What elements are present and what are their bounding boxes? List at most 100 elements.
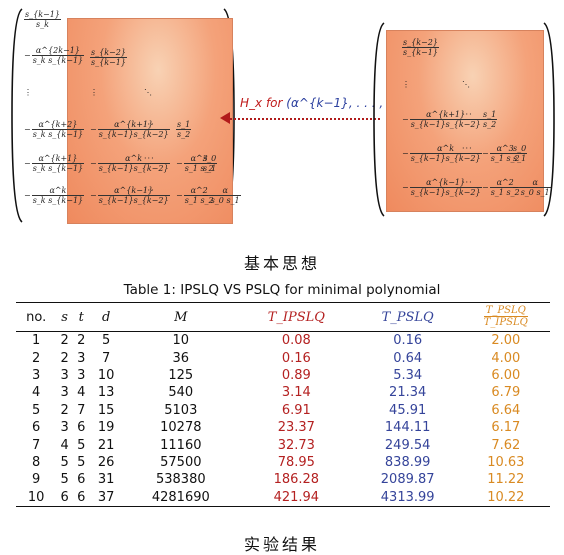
cell-ratio: 6.00 [491, 367, 521, 383]
matrix-entry: ⋮ [402, 80, 411, 89]
cell-t: 6 [77, 489, 86, 505]
numerator: s_0 [202, 154, 218, 164]
header-ratio: T_PSLQ T_IPSLQ [462, 303, 550, 332]
numerator: s_0 [512, 144, 528, 154]
cell-t-pslq: 249.54 [384, 437, 431, 453]
fraction: α s_0 s_1 [519, 178, 551, 197]
minus-sign: − [402, 115, 409, 124]
numerator: α [519, 178, 551, 188]
matrix-entry: s_{k−2} s_{k−1} [402, 38, 439, 57]
cell-t-pslq: 0.16 [393, 333, 423, 349]
denominator: s_k s_{k−1} [32, 196, 84, 205]
fraction: α^{2k−1} s_k s_{k−1} [31, 46, 85, 65]
cell-m: 5103 [164, 402, 198, 418]
denominator: s_1 [513, 154, 527, 163]
matrix-entry: − α^{k+2} s_k s_{k−1} [24, 120, 85, 139]
cell-ratio: 11.22 [487, 472, 525, 488]
denominator: s_k s_{k−1} [32, 56, 84, 65]
matrix-entry: − α^{k+1} s_{k−1}s_{k−2} [402, 110, 482, 129]
numerator: α^{k−1} [409, 178, 482, 188]
matrix-entry: ⋱ [144, 88, 153, 97]
numerator: α^{k+1} [31, 154, 85, 164]
matrix-entry: − α^2 s_1 s_2 [176, 186, 215, 205]
matrix-entry: ··· [144, 120, 155, 129]
minus-sign: − [24, 159, 31, 168]
numerator: α^2 [489, 178, 521, 188]
header-no: no. [26, 309, 47, 325]
matrix-entry: ⋱ [462, 80, 471, 89]
fraction: α^2 s_1 s_2 [183, 186, 215, 205]
cell-t: 5 [77, 454, 86, 470]
denominator: s_{k−1} [91, 58, 126, 67]
denominator: s_{k−1}s_{k−2} [410, 154, 481, 163]
cell-s: 2 [60, 350, 69, 366]
fraction: s_0 s_1 [202, 154, 218, 173]
cell-m: 538380 [155, 472, 206, 488]
cell-s: 3 [60, 385, 69, 401]
cell-no: 9 [32, 472, 41, 488]
matrix-entry: − α^3 s_1 s_2 [482, 144, 521, 163]
cell-no: 8 [32, 454, 41, 470]
cell-d: 37 [97, 489, 115, 505]
denominator: s_{k−1}s_{k−2} [98, 196, 169, 205]
cell-ratio: 10.63 [487, 454, 525, 470]
ellipsis: ⋮ [402, 80, 411, 89]
minus-sign: − [176, 191, 183, 200]
matrix-entry: − α^{k+1} s_k s_{k−1} [24, 154, 85, 173]
fraction: α^k s_{k−1}s_{k−2} [97, 154, 170, 173]
table-row: 2 2 3 7 36 0.16 0.64 4.00 [16, 349, 550, 366]
matrix-entry: − α s_0 s_1 [512, 178, 551, 197]
table-title: Table 1: IPSLQ VS PSLQ for minimal polyn… [123, 282, 441, 298]
fraction: α s_0 s_1 [209, 186, 241, 205]
denominator: s_{k−1}s_{k−2} [410, 188, 481, 197]
ellipsis: ⋱ [144, 88, 153, 97]
cell-s: 3 [60, 367, 69, 383]
matrix-entry: ⋮ [24, 88, 33, 97]
matrix-entry: s_0 s_1 [512, 144, 528, 163]
cell-d: 19 [97, 420, 115, 436]
ellipsis: ··· [144, 120, 155, 129]
numerator: α [209, 186, 241, 196]
minus-sign: − [402, 149, 409, 158]
cell-s: 3 [60, 420, 69, 436]
minus-sign: − [24, 51, 31, 60]
cell-t-pslq: 0.64 [393, 350, 423, 366]
matrix-entry: − α s_0 s_1 [202, 186, 241, 205]
fraction: α^{k−1} s_{k−1}s_{k−2} [97, 186, 170, 205]
numerator: α^k [97, 154, 170, 164]
matrix-entry: − α^{k+1} s_{k−1}s_{k−2} [90, 120, 170, 139]
cell-s: 6 [60, 489, 69, 505]
numerator: α^{k+1} [97, 120, 170, 130]
table-row: 3 3 3 10 125 0.89 5.34 6.00 [16, 367, 550, 384]
ellipsis: ⋮ [24, 88, 33, 97]
ratio-denominator: T_IPSLQ [483, 317, 528, 328]
fraction: α^{k+2} s_k s_{k−1} [31, 120, 85, 139]
numerator: α^3 [183, 154, 215, 164]
cell-m: 57500 [160, 454, 202, 470]
cell-m: 125 [168, 367, 194, 383]
cell-ratio: 2.00 [491, 333, 521, 349]
denominator: s_{k−1}s_{k−2} [98, 130, 169, 139]
cell-t: 6 [77, 472, 86, 488]
left-matrix: s_{k−1} s_k − α^{2k−1} s_k s_{k−1} ⋮ − α^{k+2} s… [10, 8, 241, 224]
results-table: no. s t d M T_IPSLQ T_PSLQ T_PSLQ T_IPSLQ… [16, 302, 550, 507]
right-bracket [542, 22, 556, 217]
minus-sign: − [24, 125, 31, 134]
denominator: s_1 s_2 [184, 164, 214, 173]
cell-ratio: 6.64 [491, 402, 521, 418]
cell-t: 7 [77, 402, 86, 418]
table-row: 9 5 6 31 538380 186.28 2089.87 11.22 [16, 471, 550, 488]
cell-d: 10 [97, 367, 115, 383]
matrix-entry: − α^{k−1} s_{k−1}s_{k−2} [90, 186, 170, 205]
dotted-arrow-line [226, 118, 380, 120]
arrow-head-icon [220, 112, 230, 124]
denominator: s_{k−1}s_{k−2} [98, 164, 169, 173]
matrix-entry: ··· [462, 110, 473, 119]
header-s: s [61, 309, 68, 325]
matrix-entry: − α^3 s_1 s_2 [176, 154, 215, 173]
cell-d: 26 [97, 454, 115, 470]
cell-no: 5 [32, 402, 41, 418]
cell-m: 10 [172, 333, 190, 349]
matrix-entry: − α^k s_{k−1}s_{k−2} [402, 144, 482, 163]
arrow-label: H_x for (α^{k−1}, . . . , α, 1) [240, 96, 415, 110]
